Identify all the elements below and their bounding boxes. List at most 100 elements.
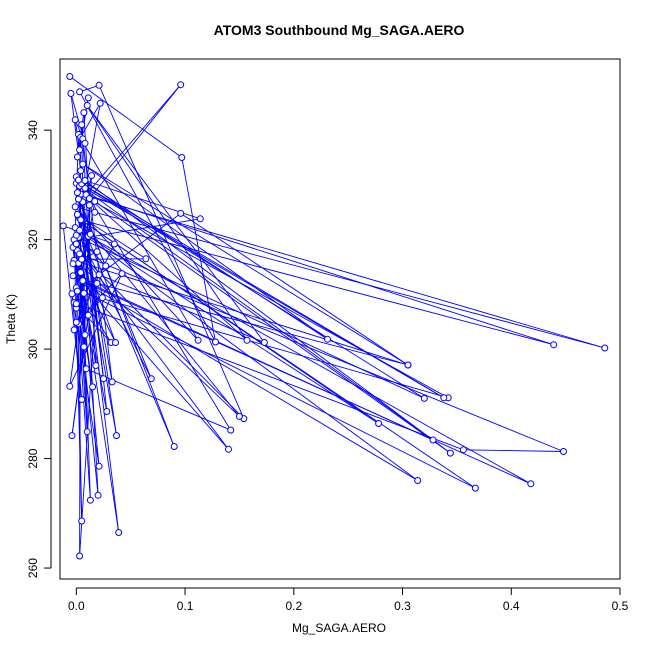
data-point xyxy=(225,445,232,453)
data-point xyxy=(429,436,437,444)
series-segment xyxy=(80,219,554,346)
data-point xyxy=(177,209,185,217)
data-point xyxy=(80,343,88,351)
series-segment xyxy=(96,282,409,366)
series-segment xyxy=(81,183,425,399)
data-point xyxy=(78,517,86,525)
x-tick-label: 0.4 xyxy=(503,599,520,613)
data-point xyxy=(77,216,85,224)
series-segment xyxy=(82,201,104,379)
series-segment xyxy=(69,76,183,158)
data-point xyxy=(142,255,150,263)
data-point xyxy=(89,383,97,391)
series-segment xyxy=(78,237,107,267)
series-segment xyxy=(76,287,476,489)
data-point xyxy=(324,335,331,343)
series-segment xyxy=(80,103,101,138)
data-point xyxy=(81,331,89,339)
data-point xyxy=(84,94,92,102)
data-point xyxy=(92,362,100,369)
data-point xyxy=(76,146,84,154)
data-point xyxy=(68,432,76,440)
data-point xyxy=(79,277,87,285)
x-tick-label: 0.1 xyxy=(177,599,194,613)
data-point xyxy=(73,287,81,295)
series-segment xyxy=(79,218,240,417)
data-point xyxy=(80,289,88,297)
series-segment xyxy=(75,176,232,431)
data-point xyxy=(96,99,104,107)
series-segment xyxy=(77,213,181,292)
data-point xyxy=(78,121,86,129)
x-tick-label: 0.2 xyxy=(285,599,302,613)
data-point xyxy=(72,318,80,326)
data-point xyxy=(88,172,95,180)
series-segment xyxy=(76,243,98,253)
data-point xyxy=(91,197,99,205)
data-point xyxy=(527,480,535,488)
data-point xyxy=(76,552,84,560)
series-segment xyxy=(76,176,328,340)
data-point xyxy=(73,153,81,161)
y-tick-label: 280 xyxy=(26,448,40,468)
data-point xyxy=(420,394,428,402)
data-point xyxy=(71,203,79,211)
data-point xyxy=(75,195,82,203)
series-segment xyxy=(69,234,91,387)
series-segment xyxy=(86,105,265,343)
data-point xyxy=(103,408,111,415)
data-point xyxy=(76,226,84,234)
series-segment xyxy=(74,218,201,241)
data-point xyxy=(66,382,74,390)
data-point xyxy=(73,189,81,197)
data-point xyxy=(77,167,85,175)
data-point xyxy=(227,426,235,434)
x-tick-label: 0.5 xyxy=(612,599,629,613)
series-segment xyxy=(73,302,464,451)
series-segment xyxy=(78,262,240,417)
data-point xyxy=(93,279,101,287)
series-segment xyxy=(94,211,605,349)
data-point xyxy=(86,496,94,504)
data-point xyxy=(95,462,103,470)
series-segment xyxy=(77,250,245,419)
y-axis-label: Theta (K) xyxy=(4,294,18,344)
y-axis: 260 280 300 320 340 xyxy=(26,120,52,578)
data-point xyxy=(67,90,75,97)
data-point xyxy=(79,160,87,168)
series-segment xyxy=(94,200,451,454)
data-point xyxy=(95,271,103,279)
data-point xyxy=(81,139,89,147)
data-point xyxy=(83,428,91,436)
data-point xyxy=(85,201,93,209)
plot-area xyxy=(59,58,621,580)
series-segment xyxy=(79,253,564,452)
data-point xyxy=(196,215,204,223)
series-segment xyxy=(69,273,123,387)
data-point xyxy=(66,73,74,80)
data-point xyxy=(72,240,80,248)
series-segment xyxy=(82,163,328,340)
data-point xyxy=(80,109,88,117)
series-segment xyxy=(80,219,476,489)
data-point xyxy=(560,448,567,455)
data-point xyxy=(601,344,609,352)
data-point xyxy=(375,420,383,427)
series-segment xyxy=(62,225,83,400)
plot-frame xyxy=(59,58,621,580)
series-segment xyxy=(77,214,147,260)
data-point xyxy=(118,270,126,278)
series-segment xyxy=(78,236,425,399)
series-segment xyxy=(82,138,97,366)
data-point xyxy=(178,154,186,161)
data-point xyxy=(78,255,86,263)
data-point xyxy=(194,336,202,344)
series-lines xyxy=(62,76,605,557)
data-point xyxy=(83,102,91,109)
series-segment xyxy=(72,275,418,481)
data-point xyxy=(404,361,412,369)
data-point xyxy=(414,477,422,484)
data-point xyxy=(78,396,86,403)
data-point xyxy=(170,443,178,450)
